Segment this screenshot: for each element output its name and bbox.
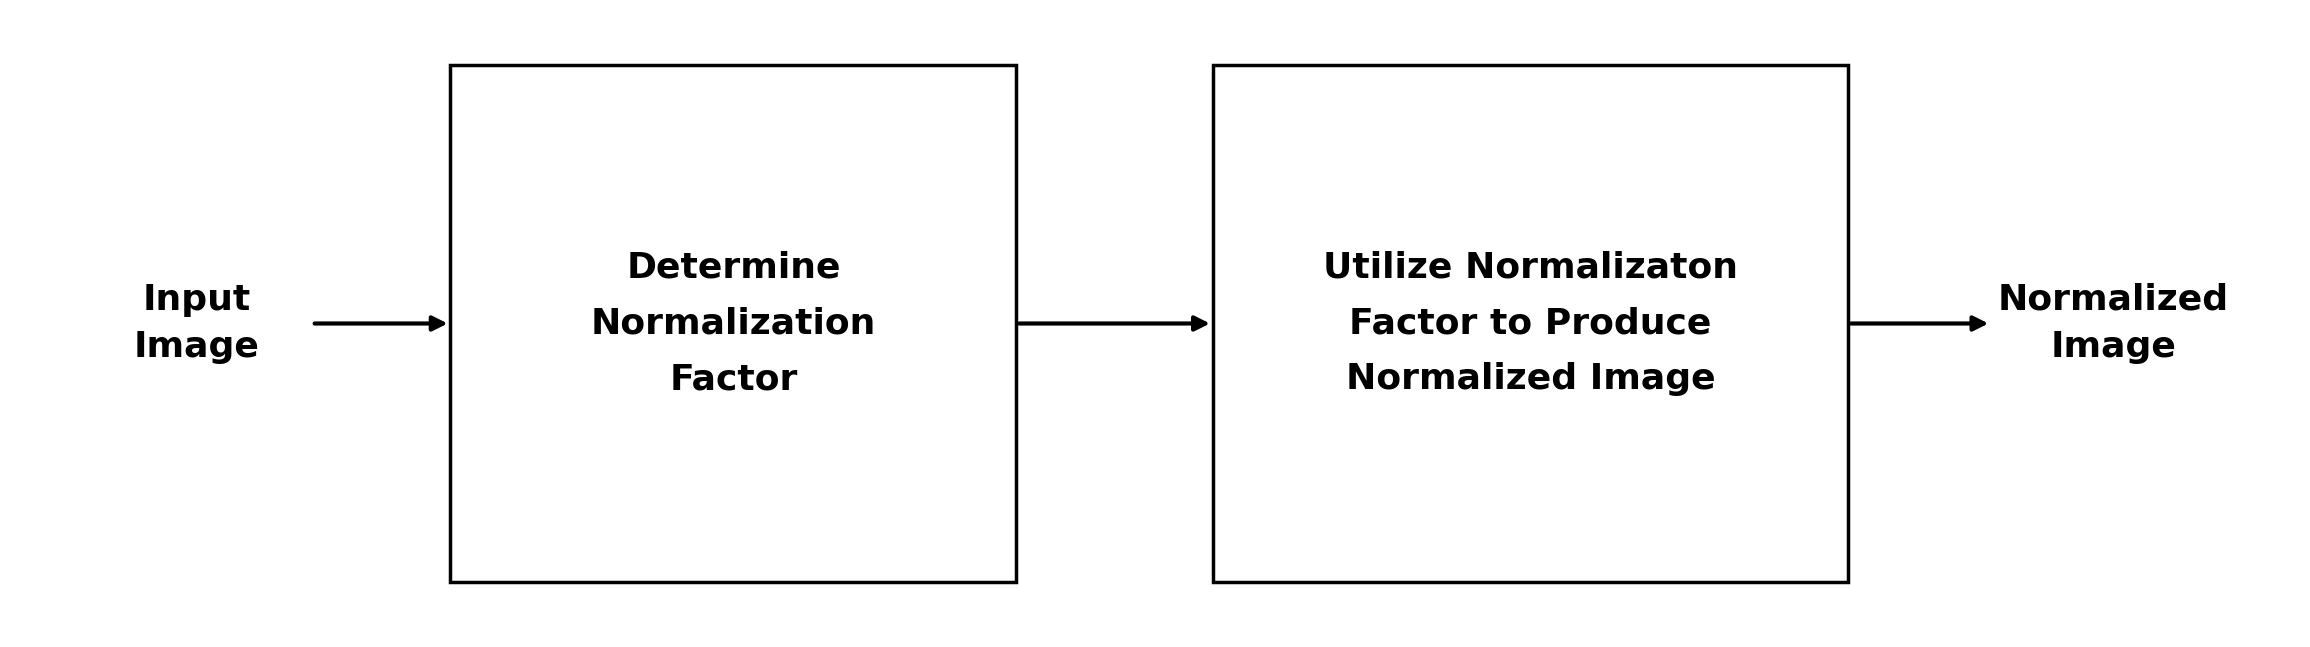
Text: Determine
Normalization
Factor: Determine Normalization Factor [591,251,875,396]
Text: Input
Image: Input Image [134,283,259,364]
Bar [1213,65,1848,582]
Text: Normalized
Image: Normalized Image [1998,283,2229,364]
Text: Utilize Normalizaton
Factor to Produce
Normalized Image: Utilize Normalizaton Factor to Produce N… [1324,251,1737,396]
Bar [450,65,1016,582]
